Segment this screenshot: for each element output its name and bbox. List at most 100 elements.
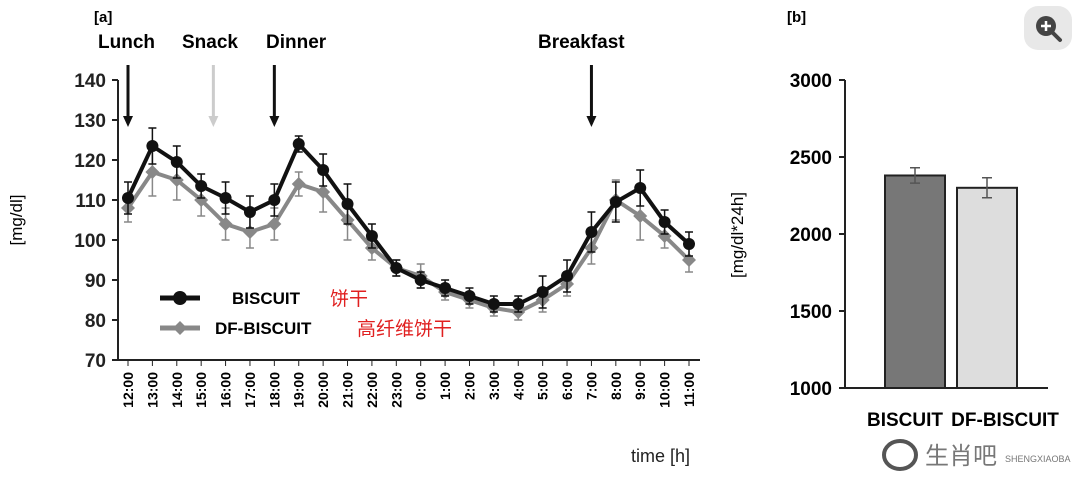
legend-label-cn: 高纤维饼干 [357, 318, 452, 340]
x-tick-label: 11:00 [681, 372, 697, 407]
data-point [145, 165, 160, 179]
zoom-in-icon [1036, 16, 1062, 42]
legend-label: BISCUIT [232, 289, 301, 308]
data-point [512, 298, 525, 310]
y-tick-label: 70 [85, 351, 106, 372]
x-tick-label: 1:00 [437, 372, 453, 400]
data-point [487, 298, 500, 310]
data-point [195, 180, 208, 192]
data-point [414, 274, 427, 286]
data-point [683, 238, 695, 250]
data-point [194, 193, 209, 207]
y-axis-label: [mg/dl*24h] [728, 192, 747, 278]
bar-df-biscuit [956, 186, 1018, 389]
watermark-text: 生肖吧 [925, 443, 997, 470]
data-point [633, 209, 648, 223]
x-tick-label: 17:00 [242, 372, 258, 408]
legend-label-cn: 饼干 [330, 288, 368, 310]
x-tick-label: 12:00 [120, 372, 136, 408]
y-tick-label: 2500 [790, 148, 832, 169]
data-point [292, 138, 305, 150]
x-tick-label: 14:00 [169, 372, 185, 408]
y-tick-label: 80 [85, 311, 106, 332]
data-point [463, 290, 476, 302]
x-tick-label: 16:00 [218, 372, 234, 408]
y-tick-label: 90 [85, 271, 106, 292]
y-tick-label: 1000 [790, 379, 832, 400]
data-point [243, 206, 256, 218]
y-axis-label: [mg/dl] [7, 194, 26, 245]
annotation-arrowhead [269, 116, 280, 127]
x-tick-label: 13:00 [144, 372, 160, 408]
data-point [585, 226, 598, 238]
x-tick-label: 18:00 [266, 372, 282, 408]
x-tick-label: 20:00 [315, 372, 331, 408]
data-point [316, 185, 331, 199]
y-tick-label: 110 [75, 191, 106, 212]
x-tick-label: 6:00 [559, 372, 575, 400]
x-tick-label: 23:00 [388, 372, 404, 408]
error-bar [982, 177, 992, 199]
legend-marker [173, 321, 187, 335]
data-point [291, 177, 306, 191]
data-point [365, 230, 378, 242]
panel-label: [b] [787, 9, 806, 26]
x-tick-label: 19:00 [291, 372, 307, 408]
bar-biscuit [884, 174, 946, 389]
x-tick-label: 2:00 [461, 372, 477, 400]
data-point [657, 229, 672, 243]
error-bar [910, 167, 920, 184]
annotation-arrowhead [586, 116, 597, 127]
data-point [390, 262, 403, 274]
data-point [561, 270, 574, 282]
data-point [268, 194, 281, 206]
annotation-arrowhead [123, 116, 133, 127]
data-point [219, 192, 232, 204]
legend-label: DF-BISCUIT [215, 319, 312, 338]
annotation-label: Breakfast [538, 32, 625, 53]
y-tick-label: 3000 [790, 71, 832, 92]
annotation-label: Dinner [266, 32, 327, 53]
data-point [218, 217, 233, 231]
x-tick-label: 4:00 [510, 372, 526, 400]
x-tick-label: 15:00 [193, 372, 209, 408]
data-point [658, 216, 671, 228]
data-point [267, 217, 282, 231]
y-tick-label: 130 [74, 111, 106, 132]
y-tick-label: 140 [74, 71, 106, 92]
x-tick-label: 3:00 [486, 372, 502, 400]
data-point [122, 192, 134, 204]
y-tick-label: 100 [74, 231, 106, 252]
watermark-logo [882, 439, 918, 471]
y-tick-label: 1500 [790, 302, 832, 323]
annotation-label: Snack [182, 32, 238, 53]
x-tick-label: DF-BISCUIT [951, 410, 1059, 431]
annotation-arrowhead [208, 116, 219, 127]
x-tick-label: 7:00 [583, 372, 599, 400]
x-tick-label: 0:00 [413, 372, 429, 400]
data-point [439, 282, 452, 294]
data-point [536, 286, 549, 298]
x-tick-label: 22:00 [364, 372, 380, 408]
panel-label: [a] [94, 9, 112, 26]
data-point [170, 156, 183, 168]
y-tick-label: 2000 [790, 225, 832, 246]
legend-marker [173, 291, 187, 305]
x-tick-label: 5:00 [535, 372, 551, 400]
data-point [634, 182, 647, 194]
x-tick-label: 8:00 [608, 372, 624, 400]
y-tick-label: 120 [74, 151, 106, 172]
x-axis-label: time [h] [631, 446, 690, 466]
zoom-in-button[interactable] [1024, 6, 1072, 50]
data-point [146, 140, 159, 152]
x-tick-label: BISCUIT [867, 410, 943, 431]
data-point [609, 196, 622, 208]
data-point [341, 198, 354, 210]
x-tick-label: 10:00 [657, 372, 673, 408]
watermark-subtext: SHENGXIAOBA [1005, 454, 1071, 464]
annotation-label: Lunch [98, 32, 155, 53]
x-tick-label: 9:00 [632, 372, 648, 400]
x-tick-label: 21:00 [340, 372, 356, 408]
